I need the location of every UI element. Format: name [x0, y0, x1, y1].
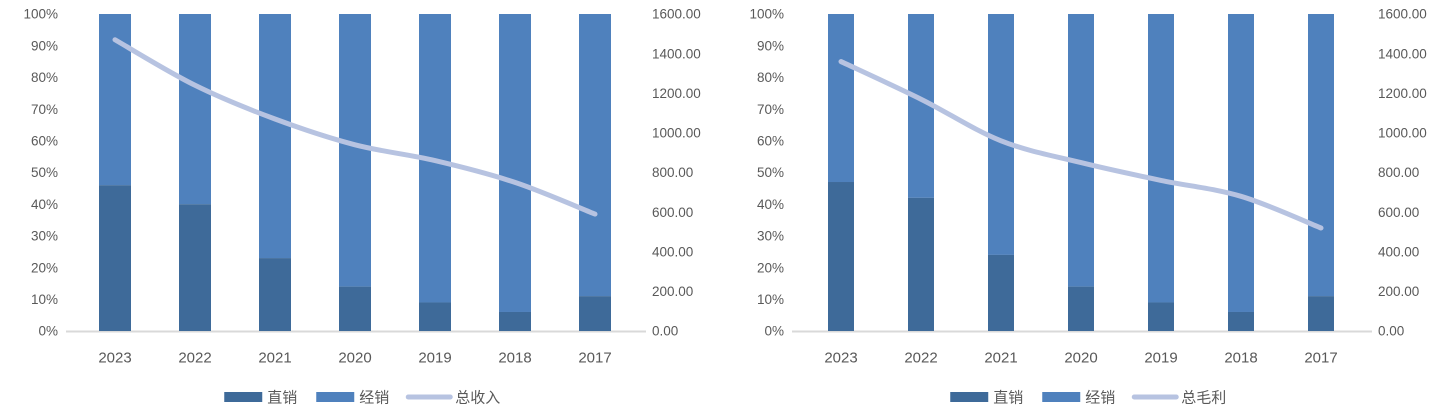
bar-direct-sales-2022 — [179, 204, 211, 331]
left-axis-tick-label: 30% — [757, 229, 784, 244]
x-axis-category-label: 2017 — [578, 349, 611, 366]
bar-direct-sales-2019 — [1148, 302, 1174, 331]
legend-swatch-direct-sales — [950, 392, 989, 402]
legend-label-direct-sales: 直销 — [993, 389, 1023, 406]
left-axis-tick-label: 70% — [757, 102, 784, 117]
total-revenue-line — [112, 37, 598, 217]
right-axis-tick-label: 1400.00 — [1378, 46, 1427, 61]
bar-direct-sales-2020 — [339, 286, 371, 331]
left-axis-tick-label: 60% — [31, 134, 58, 149]
left-axis-tick-label: 100% — [23, 7, 58, 22]
legend-swatch-distribution — [1042, 392, 1081, 402]
left-axis-tick-label: 40% — [757, 197, 784, 212]
legend-swatch-direct-sales — [224, 392, 263, 402]
revenue-mix-chart: 0% 10% 20% 30% 40% 50% 60% 70% 80% 90% 100% 0.00 200… — [23, 7, 701, 407]
right-axis-tick-label: 1600.00 — [1378, 7, 1427, 22]
bar-direct-sales-2021 — [259, 258, 291, 331]
x-axis-category-label: 2022 — [904, 349, 937, 366]
legend-label-total-revenue: 总收入 — [455, 389, 500, 406]
x-axis-category-label: 2023 — [98, 349, 131, 366]
legend-swatch-distribution — [316, 392, 355, 402]
bar-direct-sales-2019 — [419, 302, 451, 331]
right-axis-tick-label: 800.00 — [652, 165, 693, 180]
x-axis-category-label: 2020 — [1064, 349, 1097, 366]
right-axis-tick-label: 0.00 — [1378, 324, 1404, 339]
left-axis-tick-label: 30% — [31, 229, 58, 244]
left-axis-tick-label: 50% — [757, 165, 784, 180]
left-axis-tick-label: 10% — [31, 292, 58, 307]
left-axis-tick-label: 80% — [31, 70, 58, 85]
bar-distribution-2017 — [579, 14, 611, 297]
bar-direct-sales-2018 — [1228, 311, 1254, 331]
bar-direct-sales-2023 — [828, 182, 854, 331]
x-axis-category-label: 2021 — [258, 349, 291, 366]
left-axis-tick-label: 40% — [31, 197, 58, 212]
right-axis-tick-label: 1400.00 — [652, 46, 701, 61]
bar-distribution-2020 — [1068, 14, 1094, 287]
left-axis-tick-label: 20% — [757, 260, 784, 275]
total-gross-profit-line — [838, 59, 1324, 231]
right-axis-tick-label: 0.00 — [652, 324, 678, 339]
right-axis-tick-label: 600.00 — [1378, 205, 1419, 220]
right-axis-tick-label: 800.00 — [1378, 165, 1419, 180]
left-axis-tick-label: 0% — [38, 324, 58, 339]
x-axis-category-label: 2018 — [498, 349, 531, 366]
x-axis-category-label: 2021 — [984, 349, 1017, 366]
x-axis-category-label: 2022 — [178, 349, 211, 366]
right-axis-tick-label: 200.00 — [1378, 284, 1419, 299]
left-axis-tick-label: 50% — [31, 165, 58, 180]
x-axis-category-label: 2019 — [418, 349, 451, 366]
revenue-mix-chart-canvas: 0% 10% 20% 30% 40% 50% 60% 70% 80% 90% 100% 0.00 200… — [23, 7, 701, 407]
x-axis-category-label: 2023 — [824, 349, 857, 366]
bar-direct-sales-2021 — [988, 254, 1014, 331]
legend-label-distribution: 经销 — [359, 389, 389, 406]
bar-distribution-2018 — [499, 14, 531, 312]
left-axis-tick-label: 90% — [757, 38, 784, 53]
left-axis-tick-label: 20% — [31, 260, 58, 275]
x-axis-category-label: 2017 — [1304, 349, 1337, 366]
bar-distribution-2022 — [179, 14, 211, 205]
bar-distribution-2020 — [339, 14, 371, 287]
gross-profit-mix-chart-canvas: 0% 10% 20% 30% 40% 50% 60% 70% 80% 90% 100% 0.00 200… — [749, 7, 1427, 407]
left-axis-tick-label: 70% — [31, 102, 58, 117]
bar-distribution-2021 — [259, 14, 291, 259]
left-axis-tick-label: 10% — [757, 292, 784, 307]
right-axis-tick-label: 1200.00 — [1378, 86, 1427, 101]
left-axis-tick-label: 80% — [757, 70, 784, 85]
x-axis-category-label: 2018 — [1224, 349, 1257, 366]
right-axis-tick-label: 600.00 — [652, 205, 693, 220]
legend-label-total-gross-profit: 总毛利 — [1181, 389, 1226, 406]
left-axis-tick-label: 0% — [764, 324, 784, 339]
left-axis-tick-label: 100% — [749, 7, 784, 22]
right-axis-tick-label: 1000.00 — [1378, 126, 1427, 141]
bar-direct-sales-2020 — [1068, 286, 1094, 331]
bar-direct-sales-2017 — [579, 296, 611, 331]
right-axis-tick-label: 1200.00 — [652, 86, 701, 101]
bar-distribution-2023 — [828, 14, 854, 183]
right-axis-tick-label: 1600.00 — [652, 7, 701, 22]
bar-distribution-2017 — [1308, 14, 1334, 297]
x-axis-category-label: 2019 — [1144, 349, 1177, 366]
right-axis-tick-label: 1000.00 — [652, 126, 701, 141]
bar-distribution-2019 — [1148, 14, 1174, 303]
right-axis-tick-label: 400.00 — [652, 244, 693, 259]
left-axis-tick-label: 60% — [757, 134, 784, 149]
bar-direct-sales-2017 — [1308, 296, 1334, 331]
legend-label-distribution: 经销 — [1085, 389, 1115, 406]
right-axis-tick-label: 200.00 — [652, 284, 693, 299]
bar-distribution-2018 — [1228, 14, 1254, 312]
legend-label-direct-sales: 直销 — [267, 389, 297, 406]
gross-profit-mix-chart: 0% 10% 20% 30% 40% 50% 60% 70% 80% 90% 100% 0.00 200… — [726, 0, 1452, 415]
left-axis-tick-label: 90% — [31, 38, 58, 53]
bar-direct-sales-2018 — [499, 311, 531, 331]
bar-direct-sales-2022 — [908, 197, 934, 331]
bar-direct-sales-2023 — [99, 185, 131, 331]
x-axis-category-label: 2020 — [338, 349, 371, 366]
right-axis-tick-label: 400.00 — [1378, 244, 1419, 259]
